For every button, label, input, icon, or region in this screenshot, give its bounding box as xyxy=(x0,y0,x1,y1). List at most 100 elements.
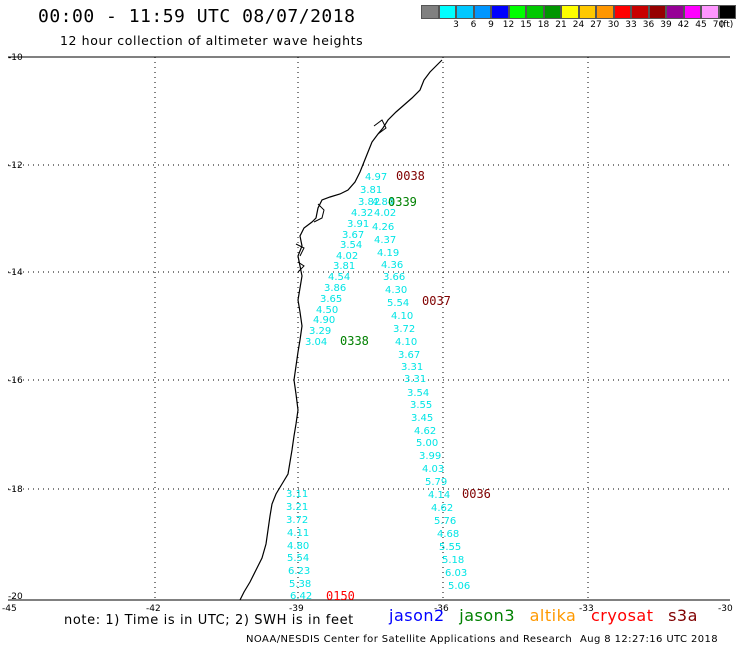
wave-height-value: 4.10 xyxy=(391,311,413,322)
legend-label: 42 xyxy=(677,20,690,30)
generation-timestamp: Aug 8 12:27:16 UTC 2018 xyxy=(580,634,718,645)
wave-height-value: 3.65 xyxy=(320,294,342,305)
legend-label: 27 xyxy=(590,20,602,30)
legend-swatch xyxy=(421,5,439,19)
wave-values-track-e: 4.30 5.54 4.10 3.72 4.10 3.67 3.31 3.31 … xyxy=(385,285,470,592)
units-note: note: 1) Time is in UTC; 2) SWH is in fe… xyxy=(64,613,354,628)
wave-values-track-sw: 3.11 3.21 3.72 4.11 4.80 5.54 6.23 5.38 … xyxy=(286,489,312,602)
legend-label: 39 xyxy=(660,20,672,30)
wave-height-value: 3.31 xyxy=(404,374,426,385)
wave-height-value: 3.72 xyxy=(393,324,415,335)
satellite-jason2: jason2 xyxy=(389,606,445,625)
wave-height-value: 3.21 xyxy=(286,502,308,513)
wave-height-value: 4.54 xyxy=(328,272,350,283)
wave-height-value: 4.62 xyxy=(414,426,436,437)
wave-height-value: 4.36 xyxy=(381,260,403,271)
satellite-s3a: s3a xyxy=(668,606,698,625)
wave-height-value: 4.11 xyxy=(287,528,309,539)
wave-height-value: 4.02 xyxy=(336,251,358,262)
legend-label: 6 xyxy=(470,20,477,30)
wave-values-track-w: 4.54 3.86 3.65 4.50 4.90 3.29 3.04 xyxy=(305,272,350,348)
lat-label: -16 xyxy=(8,376,23,386)
wave-height-value: 4.37 xyxy=(374,235,396,246)
wave-height-value: 4.80 xyxy=(287,541,309,552)
wave-height-value: 4.68 xyxy=(437,529,459,540)
wave-height-value: 3.72 xyxy=(286,515,308,526)
wave-height-value: 5.06 xyxy=(448,581,470,592)
coastline-bay xyxy=(313,203,325,223)
legend-swatch xyxy=(438,5,456,19)
wave-height-value: 4.19 xyxy=(377,248,399,259)
wave-height-value: 3.11 xyxy=(286,489,308,500)
pass-time-label: 0036 xyxy=(462,487,491,501)
legend-label: 9 xyxy=(488,20,494,30)
wave-height-value: 5.54 xyxy=(387,298,409,309)
longitude-labels: -45 -42 -39 -36 -33 -30 xyxy=(2,604,733,614)
wave-height-value: 4.14 xyxy=(428,490,450,501)
legend-swatch xyxy=(578,5,596,19)
credit-footer: NOAA/NESDIS Center for Satellite Applica… xyxy=(246,634,573,645)
legend-swatch xyxy=(508,5,526,19)
legend-swatch xyxy=(596,5,614,19)
lat-label: -20 xyxy=(8,592,23,602)
wave-height-value: 5.55 xyxy=(439,542,461,553)
lon-label: -39 xyxy=(289,604,304,614)
legend-swatch xyxy=(491,5,509,19)
satellite-altika: altika xyxy=(529,606,577,625)
wave-height-value: 3.82 xyxy=(358,197,380,208)
lon-label: -42 xyxy=(146,604,161,614)
wave-height-value: 4.32 xyxy=(351,208,373,219)
satellite-legend: jason2 jason3 altika cryosat s3a xyxy=(389,606,707,625)
legend-label: 3 xyxy=(453,20,459,30)
coastline-islands xyxy=(295,243,305,273)
legend-label: 33 xyxy=(625,20,637,30)
legend-swatches xyxy=(421,5,740,19)
legend-label: 12 xyxy=(502,20,515,30)
legend-label: 45 xyxy=(695,20,707,30)
satellite-cryosat: cryosat xyxy=(590,606,654,625)
legend-label: (ft) xyxy=(719,20,734,30)
legend-swatch xyxy=(561,5,579,19)
wave-height-value: 3.04 xyxy=(305,337,327,348)
wave-height-value: 3.99 xyxy=(419,451,441,462)
pass-time-label: 0339 xyxy=(388,195,417,209)
wave-height-value: 4.97 xyxy=(365,172,387,183)
wave-height-value: 3.81 xyxy=(360,185,382,196)
legend-label: 24 xyxy=(572,20,585,30)
pass-time-label: 0150 xyxy=(326,589,355,603)
wave-height-value: 3.55 xyxy=(410,400,432,411)
wave-height-value: 6.23 xyxy=(288,566,310,577)
legend-swatch xyxy=(683,5,701,19)
lon-label: -45 xyxy=(2,604,17,614)
legend-swatch xyxy=(613,5,631,19)
wave-height-value: 3.67 xyxy=(398,350,420,361)
wave-height-value: 5.18 xyxy=(442,555,464,566)
wave-height-value: 5.38 xyxy=(289,579,311,590)
wave-height-value: 3.91 xyxy=(347,219,369,230)
legend-swatch xyxy=(701,5,719,19)
legend-swatch xyxy=(631,5,649,19)
pass-time-labels: 0038 0339 0037 0338 0036 0150 xyxy=(326,169,491,603)
wave-height-value: 4.30 xyxy=(385,285,407,296)
grid-lines xyxy=(8,57,730,600)
wave-height-value: 3.67 xyxy=(342,230,364,241)
lon-label: -30 xyxy=(718,604,733,614)
wave-height-value: 3.81 xyxy=(333,261,355,272)
legend-swatch xyxy=(648,5,666,19)
wave-height-value: 4.50 xyxy=(316,305,338,316)
satellite-jason3: jason3 xyxy=(459,606,515,625)
legend-label: 30 xyxy=(607,20,620,30)
wave-height-value: 4.62 xyxy=(431,503,453,514)
legend-swatch xyxy=(456,5,474,19)
wave-height-value: 3.54 xyxy=(407,388,429,399)
legend-label: 21 xyxy=(555,20,567,30)
latitude-labels: -10 -12 -14 -16 -18 -20 xyxy=(8,53,23,602)
legend-labels: 3 6 9 12 15 18 21 24 27 30 33 36 39 42 45 70 (ft) xyxy=(421,19,740,33)
legend-label: 70 xyxy=(712,20,725,30)
wave-height-value: 4.26 xyxy=(372,222,394,233)
lon-label: -36 xyxy=(434,604,449,614)
legend-swatch xyxy=(543,5,561,19)
legend-swatch xyxy=(718,5,736,19)
lat-label: -10 xyxy=(8,53,23,63)
